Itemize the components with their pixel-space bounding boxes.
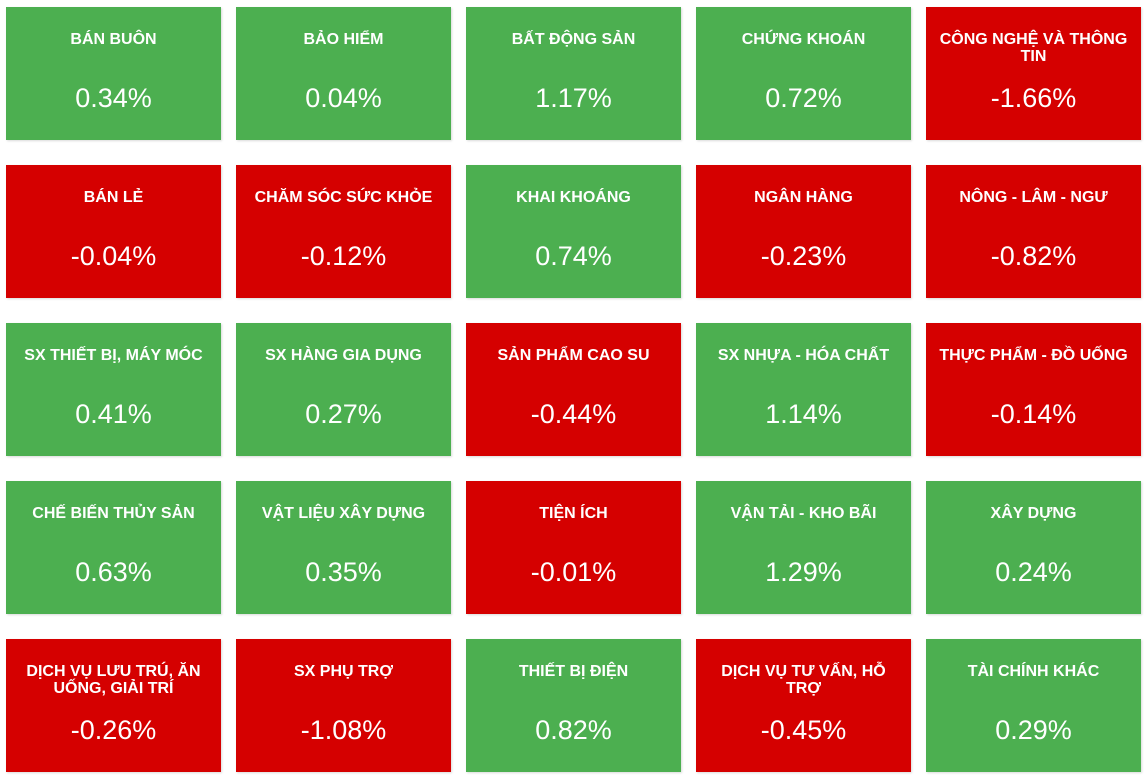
sector-tile[interactable]: NGÂN HÀNG -0.23% bbox=[696, 165, 911, 298]
sector-change-value: 0.29% bbox=[995, 715, 1072, 745]
sector-change-value: 0.82% bbox=[535, 715, 612, 745]
sector-name: VẬN TẢI - KHO BÃI bbox=[730, 505, 877, 522]
sector-tile[interactable]: BẤT ĐỘNG SẢN 1.17% bbox=[466, 7, 681, 140]
sector-name: SX NHỰA - HÓA CHẤT bbox=[717, 347, 890, 364]
sector-name: SX PHỤ TRỢ bbox=[294, 663, 393, 680]
sector-change-value: -0.44% bbox=[530, 399, 617, 429]
sector-tile[interactable]: SX HÀNG GIA DỤNG 0.27% bbox=[236, 323, 451, 456]
sector-name: DỊCH VỤ TƯ VẤN, HỖ TRỢ bbox=[721, 663, 886, 697]
sector-name: CÔNG NGHỆ VÀ THÔNG TIN bbox=[939, 31, 1128, 65]
sector-tile[interactable]: NÔNG - LÂM - NGƯ -0.82% bbox=[926, 165, 1141, 298]
sector-change-value: -0.45% bbox=[760, 715, 847, 745]
sector-tile[interactable]: BẢO HIỂM 0.04% bbox=[236, 7, 451, 140]
sector-tile[interactable]: SX THIẾT BỊ, MÁY MÓC 0.41% bbox=[6, 323, 221, 456]
sector-name: TIỆN ÍCH bbox=[539, 505, 608, 522]
sector-tile[interactable]: DỊCH VỤ TƯ VẤN, HỖ TRỢ -0.45% bbox=[696, 639, 911, 772]
sector-change-value: -1.66% bbox=[990, 83, 1077, 113]
sector-change-value: 1.14% bbox=[765, 399, 842, 429]
sector-tile[interactable]: DỊCH VỤ LƯU TRÚ, ĂN UỐNG, GIẢI TRÍ -0.26% bbox=[6, 639, 221, 772]
sector-change-value: -0.82% bbox=[990, 241, 1077, 271]
sector-name: THỰC PHẨM - ĐỒ UỐNG bbox=[939, 347, 1128, 364]
sector-change-value: 0.24% bbox=[995, 557, 1072, 587]
sector-change-value: -1.08% bbox=[300, 715, 387, 745]
sector-change-value: 0.35% bbox=[305, 557, 382, 587]
sector-name: CHẾ BIẾN THỦY SẢN bbox=[32, 505, 195, 522]
sector-tile[interactable]: CHĂM SÓC SỨC KHỎE -0.12% bbox=[236, 165, 451, 298]
sector-tile[interactable]: TÀI CHÍNH KHÁC 0.29% bbox=[926, 639, 1141, 772]
sector-name: XÂY DỰNG bbox=[990, 505, 1077, 522]
sector-name: VẬT LIỆU XÂY DỰNG bbox=[261, 505, 426, 522]
sector-name: BẤT ĐỘNG SẢN bbox=[511, 31, 636, 48]
sector-name: DỊCH VỤ LƯU TRÚ, ĂN UỐNG, GIẢI TRÍ bbox=[26, 663, 201, 697]
sector-name: SX HÀNG GIA DỤNG bbox=[265, 347, 422, 364]
sector-name: NGÂN HÀNG bbox=[754, 189, 853, 206]
sector-change-value: 0.63% bbox=[75, 557, 152, 587]
sector-change-value: 1.29% bbox=[765, 557, 842, 587]
sector-change-value: 0.41% bbox=[75, 399, 152, 429]
sector-heatmap: BÁN BUÔN 0.34% BẢO HIỂM 0.04% BẤT ĐỘNG SẢN 1.… bbox=[6, 7, 1141, 772]
sector-change-value: -0.23% bbox=[760, 241, 847, 271]
sector-tile[interactable]: SX NHỰA - HÓA CHẤT 1.14% bbox=[696, 323, 911, 456]
sector-name: SX THIẾT BỊ, MÁY MÓC bbox=[24, 347, 203, 364]
sector-tile[interactable]: KHAI KHOÁNG 0.74% bbox=[466, 165, 681, 298]
sector-change-value: -0.12% bbox=[300, 241, 387, 271]
sector-change-value: 0.74% bbox=[535, 241, 612, 271]
sector-tile[interactable]: XÂY DỰNG 0.24% bbox=[926, 481, 1141, 614]
sector-tile[interactable]: CHẾ BIẾN THỦY SẢN 0.63% bbox=[6, 481, 221, 614]
sector-tile[interactable]: TIỆN ÍCH -0.01% bbox=[466, 481, 681, 614]
sector-tile[interactable]: THỰC PHẨM - ĐỒ UỐNG -0.14% bbox=[926, 323, 1141, 456]
sector-tile[interactable]: BÁN BUÔN 0.34% bbox=[6, 7, 221, 140]
sector-tile[interactable]: VẬT LIỆU XÂY DỰNG 0.35% bbox=[236, 481, 451, 614]
sector-tile[interactable]: BÁN LẺ -0.04% bbox=[6, 165, 221, 298]
sector-name: BÁN BUÔN bbox=[70, 31, 157, 48]
sector-tile[interactable]: SX PHỤ TRỢ -1.08% bbox=[236, 639, 451, 772]
sector-tile[interactable]: SẢN PHẨM CAO SU -0.44% bbox=[466, 323, 681, 456]
sector-name: CHĂM SÓC SỨC KHỎE bbox=[254, 189, 433, 206]
sector-name: THIẾT BỊ ĐIỆN bbox=[518, 663, 629, 680]
sector-tile[interactable]: THIẾT BỊ ĐIỆN 0.82% bbox=[466, 639, 681, 772]
sector-change-value: 0.04% bbox=[305, 83, 382, 113]
sector-name: KHAI KHOÁNG bbox=[516, 189, 631, 206]
sector-change-value: -0.01% bbox=[530, 557, 617, 587]
sector-tile[interactable]: CÔNG NGHỆ VÀ THÔNG TIN -1.66% bbox=[926, 7, 1141, 140]
sector-name: CHỨNG KHOÁN bbox=[741, 31, 866, 48]
sector-change-value: -0.14% bbox=[990, 399, 1077, 429]
sector-change-value: 0.34% bbox=[75, 83, 152, 113]
sector-name: BÁN LẺ bbox=[83, 189, 144, 206]
sector-name: NÔNG - LÂM - NGƯ bbox=[959, 189, 1108, 206]
sector-change-value: 1.17% bbox=[535, 83, 612, 113]
sector-change-value: 0.27% bbox=[305, 399, 382, 429]
sector-tile[interactable]: CHỨNG KHOÁN 0.72% bbox=[696, 7, 911, 140]
sector-change-value: 0.72% bbox=[765, 83, 842, 113]
sector-name: TÀI CHÍNH KHÁC bbox=[967, 663, 1100, 680]
sector-change-value: -0.26% bbox=[70, 715, 157, 745]
sector-name: BẢO HIỂM bbox=[303, 31, 384, 48]
sector-change-value: -0.04% bbox=[70, 241, 157, 271]
sector-name: SẢN PHẨM CAO SU bbox=[497, 347, 650, 364]
sector-tile[interactable]: VẬN TẢI - KHO BÃI 1.29% bbox=[696, 481, 911, 614]
